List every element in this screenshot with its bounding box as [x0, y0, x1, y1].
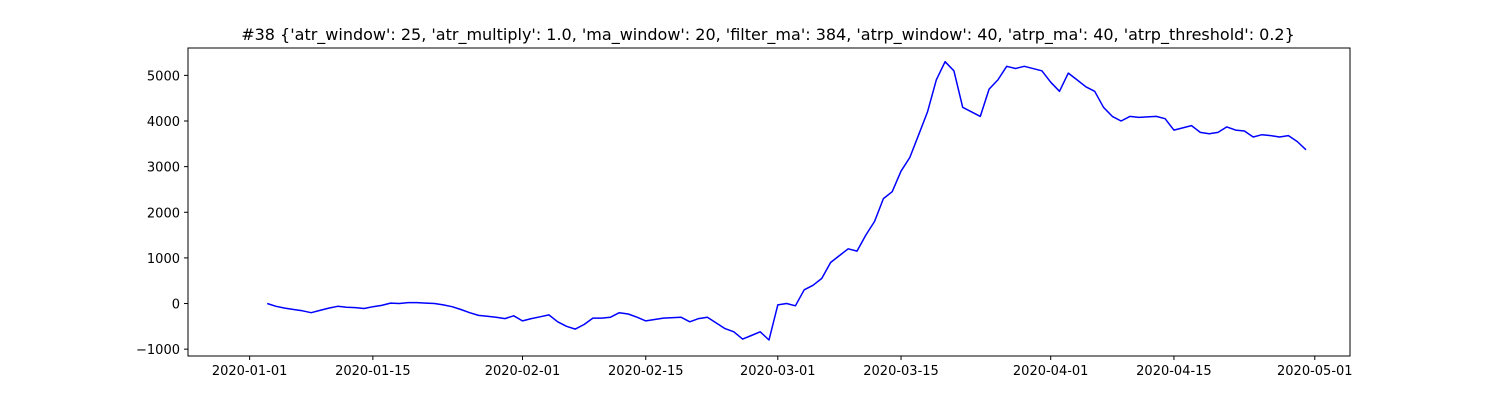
y-tick-label: 3000 [147, 161, 180, 176]
x-tick-label: 2020-03-01 [740, 364, 816, 379]
y-tick-label: 5000 [147, 69, 180, 84]
x-tick-label: 2020-04-15 [1136, 364, 1212, 379]
series-group [266, 60, 1307, 341]
series-line [266, 60, 1307, 341]
x-tick-label: 2020-01-01 [212, 364, 288, 379]
x-tick-label: 2020-03-15 [863, 364, 939, 379]
y-tick-label: 2000 [147, 206, 180, 221]
chart-title: #38 {'atr_window': 25, 'atr_multiply': 1… [241, 25, 1295, 45]
x-tick-label: 2020-02-01 [485, 364, 561, 379]
y-tick-label: 0 [172, 298, 180, 313]
x-tick-label: 2020-05-01 [1277, 364, 1353, 379]
x-tick-label: 2020-01-15 [335, 364, 411, 379]
x-tick-label: 2020-04-01 [1013, 364, 1089, 379]
y-tick-label: −1000 [136, 343, 180, 358]
y-tick-label: 4000 [147, 115, 180, 130]
y-axis-ticks: −1000 0 1000 2000 3000 4000 5000 [136, 69, 188, 358]
y-tick-label: 1000 [147, 252, 180, 267]
x-axis-ticks: 2020-01-01 2020-01-15 2020-02-01 2020-02-15… [212, 356, 1353, 379]
x-tick-label: 2020-02-15 [608, 364, 684, 379]
plot-frame [187, 47, 1351, 357]
